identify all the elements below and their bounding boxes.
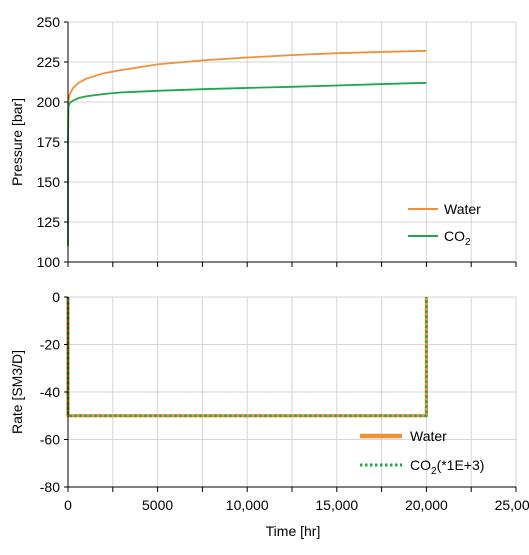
legend-rate-co2-subscript: 2 xyxy=(431,466,437,477)
y-tick-label: -80 xyxy=(40,479,60,495)
y-tick-label: 225 xyxy=(37,54,61,70)
pressure-chart-grid xyxy=(68,21,517,263)
pressure-legend: Water CO2 xyxy=(408,201,481,248)
rate-chart-axes: -80 -60 -40 -20 0 0 5000 10,000 15,000 20,000 25,0… xyxy=(40,289,529,513)
pressure-chart-series xyxy=(67,49,427,247)
legend-co2-label: CO2 xyxy=(444,228,471,248)
x-tick-label: 25,000 xyxy=(495,497,529,513)
legend-co2-text: CO xyxy=(444,228,465,244)
series-line-co2 xyxy=(67,81,427,247)
y-tick-label: 250 xyxy=(37,14,61,30)
y-tick-label: -40 xyxy=(40,384,60,400)
y-tick-label: 0 xyxy=(52,289,60,305)
x-tick-label: 15,000 xyxy=(315,497,358,513)
rate-y-axis-title: Rate [SM3/D] xyxy=(9,350,25,434)
x-tick-label: 20,000 xyxy=(405,497,448,513)
y-tick-label: 200 xyxy=(37,94,61,110)
x-tick-label: 0 xyxy=(64,497,72,513)
legend-rate-co2-suffix: (*1E+3) xyxy=(437,457,485,473)
x-tick-label: 10,000 xyxy=(226,497,269,513)
legend-rate-co2-label: CO2(*1E+3) xyxy=(410,457,484,477)
y-tick-label: -20 xyxy=(40,337,60,353)
y-tick-label: 150 xyxy=(37,174,61,190)
rate-legend: Water CO2(*1E+3) xyxy=(360,428,484,477)
pressure-y-axis-title: Pressure [bar] xyxy=(9,98,25,186)
y-tick-label: -60 xyxy=(40,432,60,448)
legend-rate-water-label: Water xyxy=(410,428,447,444)
time-x-axis-title: Time [hr] xyxy=(266,523,321,539)
y-tick-label: 100 xyxy=(37,254,61,270)
x-tick-label: 5000 xyxy=(142,497,173,513)
legend-water-label: Water xyxy=(444,201,481,217)
series-line-water xyxy=(67,49,427,247)
y-tick-label: 125 xyxy=(37,214,61,230)
series-line-co2 xyxy=(66,297,428,418)
legend-co2-subscript: 2 xyxy=(465,237,471,248)
legend-rate-co2-text: CO xyxy=(410,457,431,473)
y-tick-label: 175 xyxy=(37,134,61,150)
pressure-chart-axes: 100 125 150 175 200 225 250 xyxy=(37,14,517,270)
